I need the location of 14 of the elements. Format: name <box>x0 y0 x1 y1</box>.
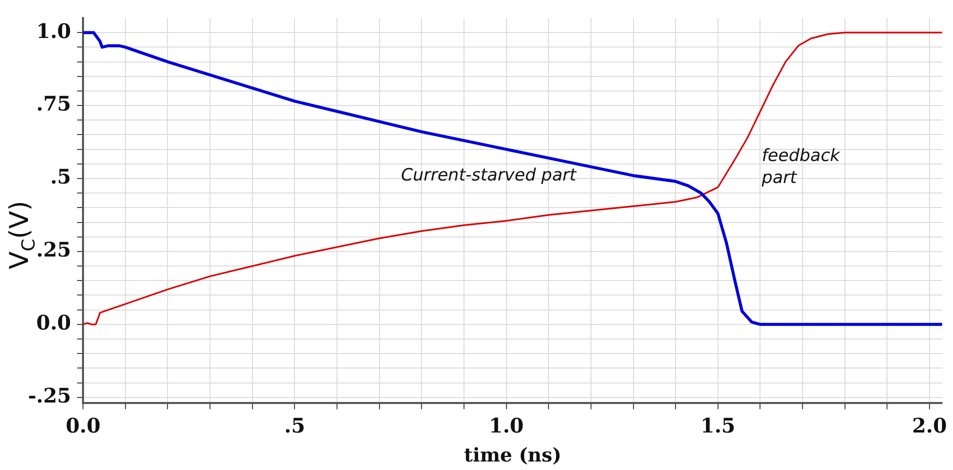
x-tick-label: 1.0 <box>488 413 524 438</box>
annotation: Current-starved part <box>400 165 578 186</box>
y-tick-label: .5 <box>50 164 72 189</box>
x-tick-label: 0.0 <box>66 413 100 438</box>
x-tick-label: .5 <box>284 413 306 438</box>
annotation: feedback part <box>760 146 842 188</box>
y-tick-label: 1.0 <box>36 18 72 43</box>
y-tick-label: -.25 <box>28 384 72 408</box>
y-tick-label: .75 <box>36 92 72 116</box>
y-tick-label: 0.0 <box>36 310 72 335</box>
y-tick-label: .25 <box>36 238 72 262</box>
x-tick-label: 2.0 <box>912 413 947 438</box>
x-tick-label: 1.5 <box>700 413 736 438</box>
x-axis-title: time (ns) <box>464 444 562 467</box>
